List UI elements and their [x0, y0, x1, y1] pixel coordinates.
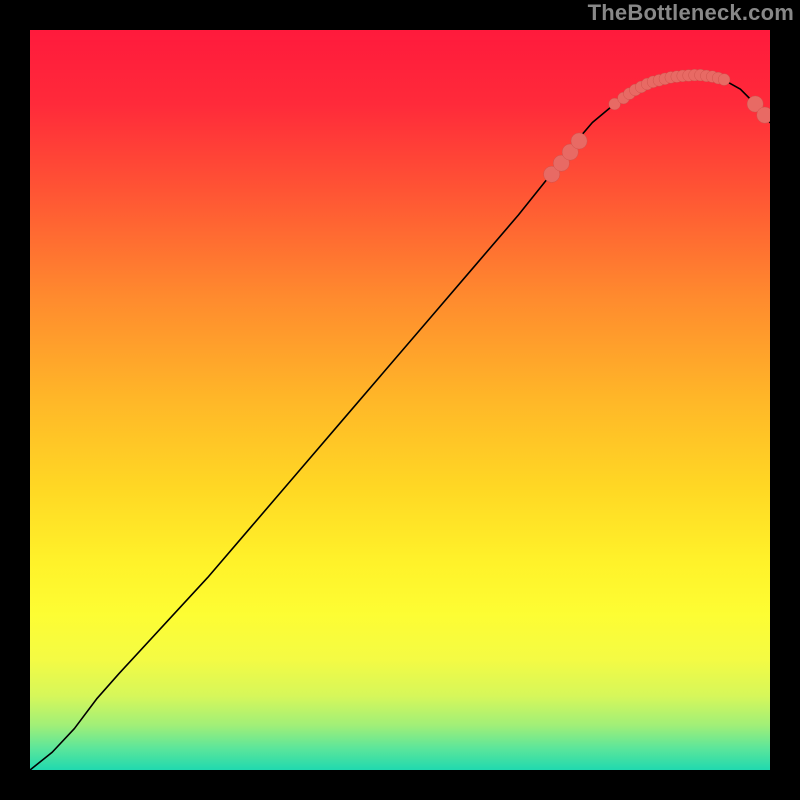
bottleneck-chart-svg — [30, 30, 770, 770]
data-point-marker — [718, 74, 730, 86]
data-point-marker — [571, 133, 587, 149]
watermark-text: TheBottleneck.com — [588, 0, 794, 26]
chart-stage: TheBottleneck.com — [0, 0, 800, 800]
chart-background — [30, 30, 770, 770]
